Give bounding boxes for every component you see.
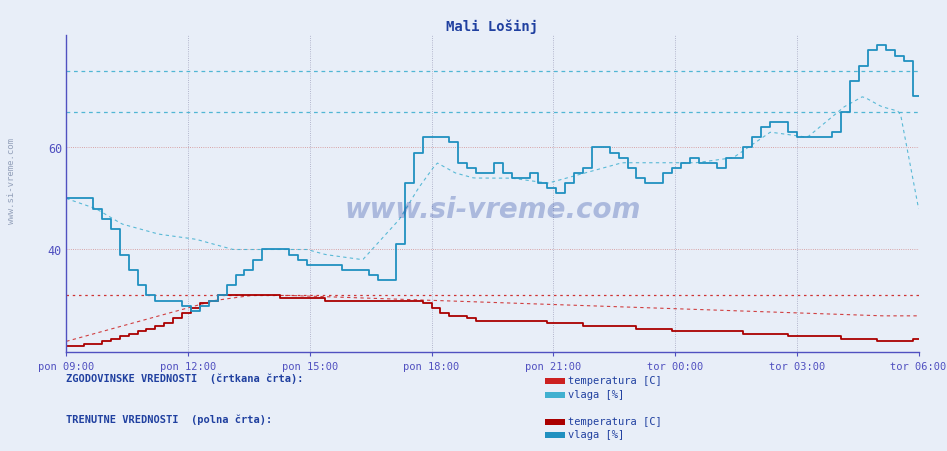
Title: Mali Lošinj: Mali Lošinj	[446, 19, 539, 33]
Text: temperatura [C]: temperatura [C]	[568, 375, 662, 385]
Text: www.si-vreme.com: www.si-vreme.com	[344, 196, 641, 224]
Text: ZGODOVINSKE VREDNOSTI  (črtkana črta):: ZGODOVINSKE VREDNOSTI (črtkana črta):	[66, 373, 304, 383]
Text: TRENUTNE VREDNOSTI  (polna črta):: TRENUTNE VREDNOSTI (polna črta):	[66, 413, 273, 423]
Text: vlaga [%]: vlaga [%]	[568, 429, 624, 439]
Text: www.si-vreme.com: www.si-vreme.com	[7, 138, 16, 223]
Text: vlaga [%]: vlaga [%]	[568, 389, 624, 399]
Text: temperatura [C]: temperatura [C]	[568, 416, 662, 426]
